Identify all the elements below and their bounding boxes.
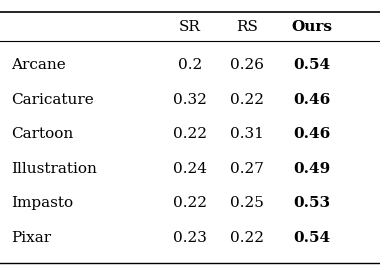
- Text: 0.32: 0.32: [173, 93, 207, 107]
- Text: 0.23: 0.23: [173, 231, 207, 245]
- Text: Illustration: Illustration: [11, 162, 97, 176]
- Text: Arcane: Arcane: [11, 58, 66, 72]
- Text: 0.25: 0.25: [230, 197, 264, 210]
- Text: 0.26: 0.26: [230, 58, 264, 72]
- Text: 0.22: 0.22: [230, 231, 264, 245]
- Text: 0.54: 0.54: [293, 231, 330, 245]
- Text: Ours: Ours: [291, 20, 332, 34]
- Text: 0.46: 0.46: [293, 93, 330, 107]
- Text: Caricature: Caricature: [11, 93, 94, 107]
- Text: Cartoon: Cartoon: [11, 127, 74, 141]
- Text: Pixar: Pixar: [11, 231, 52, 245]
- Text: 0.54: 0.54: [293, 58, 330, 72]
- Text: RS: RS: [236, 20, 258, 34]
- Text: 0.53: 0.53: [293, 197, 330, 210]
- Text: 0.22: 0.22: [173, 127, 207, 141]
- Text: 0.31: 0.31: [230, 127, 264, 141]
- Text: SR: SR: [179, 20, 201, 34]
- Text: 0.49: 0.49: [293, 162, 330, 176]
- Text: 0.27: 0.27: [230, 162, 264, 176]
- Text: 0.2: 0.2: [178, 58, 202, 72]
- Text: Impasto: Impasto: [11, 197, 73, 210]
- Text: 0.46: 0.46: [293, 127, 330, 141]
- Text: 0.22: 0.22: [173, 197, 207, 210]
- Text: 0.22: 0.22: [230, 93, 264, 107]
- Text: 0.24: 0.24: [173, 162, 207, 176]
